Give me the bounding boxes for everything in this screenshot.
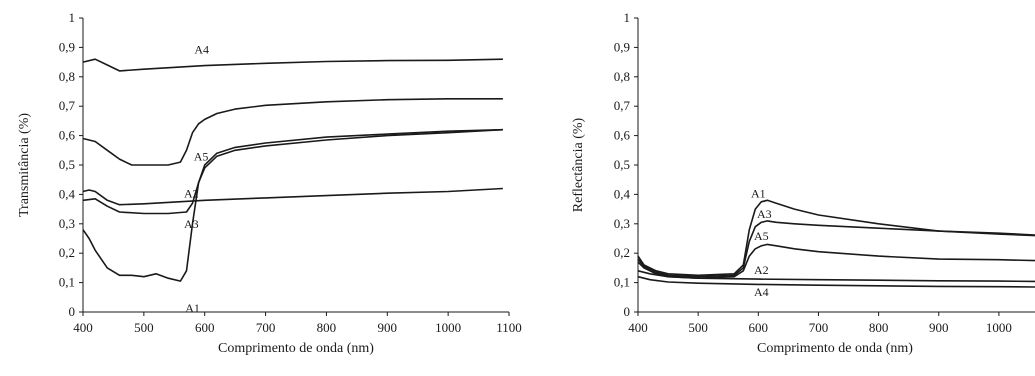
chart2-y-tick-label: 0,1 bbox=[614, 275, 630, 290]
chart1-series-a4 bbox=[82, 58, 503, 72]
chart1-y-tick-label: 1 bbox=[69, 10, 76, 25]
chart2-y-tick-label: 0,8 bbox=[614, 69, 630, 84]
chart1-y-tick-label: 0,1 bbox=[59, 275, 75, 290]
chart2-series-label-a5: A5 bbox=[754, 229, 769, 243]
chart1-y-tick-label: 0,3 bbox=[59, 216, 75, 231]
chart1-x-axis-title: Comprimento de onda (nm) bbox=[218, 341, 374, 356]
chart1-y-axis-title: Transmitância (%) bbox=[17, 113, 32, 217]
chart1-y-tick-label: 0,8 bbox=[59, 69, 75, 84]
chart1-y-tick-label: 0,5 bbox=[59, 157, 75, 172]
chart2-y-tick-label: 0,5 bbox=[614, 157, 630, 172]
chart1-panel: 0 0,1 0,2 0,3 0,4 0,5 0,6 0,7 0,8 0,9 1 400 500 600 70… bbox=[17, 10, 522, 356]
chart1-y-tick-label: 0,7 bbox=[59, 98, 76, 113]
chart2-series-label-a1: A1 bbox=[751, 186, 766, 200]
chart2-x-tick-label: 500 bbox=[688, 320, 708, 335]
chart1-x-tick-label: 800 bbox=[317, 320, 337, 335]
chart2-y-tick-label: 0,6 bbox=[614, 128, 631, 143]
chart1-series-label-a5: A5 bbox=[194, 150, 209, 164]
chart2-x-tick-label: 600 bbox=[749, 320, 769, 335]
chart2-y-tick-label: 1 bbox=[624, 10, 631, 25]
chart1-series-a5 bbox=[82, 98, 503, 166]
chart1-series-a2 bbox=[82, 187, 503, 206]
chart2-series-a1 bbox=[637, 199, 1035, 277]
chart2-y-tick-label: 0 bbox=[624, 304, 631, 319]
chart2-y-tick-label: 0,7 bbox=[614, 98, 631, 113]
chart2-x-axis-title: Comprimento de onda (nm) bbox=[757, 341, 913, 356]
chart1-series-label-a3: A3 bbox=[184, 217, 199, 231]
chart2-series-label-a4: A4 bbox=[754, 285, 769, 299]
chart1-y-tick-label: 0,9 bbox=[59, 39, 75, 54]
chart1-x-tick-label: 400 bbox=[73, 320, 93, 335]
chart1-series-label-a1: A1 bbox=[185, 301, 200, 315]
chart1-y-tick-label: 0,4 bbox=[59, 186, 76, 201]
chart1-x-tick-label: 900 bbox=[378, 320, 398, 335]
chart1-y-tick-label: 0,6 bbox=[59, 128, 76, 143]
chart1-x-tick-label: 600 bbox=[195, 320, 215, 335]
chart2-series-a4 bbox=[637, 275, 1035, 288]
chart1-y-tick-label: 0,2 bbox=[59, 245, 75, 260]
chart2-y-tick-label: 0,9 bbox=[614, 39, 630, 54]
chart2-x-tick-label: 700 bbox=[809, 320, 829, 335]
chart1-x-tick-label: 1100 bbox=[496, 320, 522, 335]
chart1-x-tick-label: 500 bbox=[134, 320, 154, 335]
chart1-x-tick-label: 1000 bbox=[435, 320, 461, 335]
chart1-series-a1 bbox=[82, 128, 503, 282]
chart2-y-tick-label: 0,3 bbox=[614, 216, 630, 231]
chart1-y-tick-label: 0 bbox=[69, 304, 76, 319]
chart2-x-tick-label: 900 bbox=[929, 320, 949, 335]
chart2-x-tick-label: 1000 bbox=[986, 320, 1012, 335]
chart2-y-axis-title: Reflectância (%) bbox=[571, 117, 586, 212]
chart2-series-a5 bbox=[637, 243, 1035, 280]
chart1-x-tick-label: 700 bbox=[256, 320, 276, 335]
chart2-series-a3 bbox=[637, 220, 1035, 278]
chart2-series-a2 bbox=[637, 270, 1035, 283]
chart2-series-label-a2: A2 bbox=[754, 263, 769, 277]
chart2-y-tick-label: 0,4 bbox=[614, 186, 631, 201]
chart2-series-label-a3: A3 bbox=[757, 207, 772, 221]
chart2-y-tick-label: 0,2 bbox=[614, 245, 630, 260]
chart2-x-tick-label: 800 bbox=[869, 320, 889, 335]
chart2-x-tick-label: 400 bbox=[628, 320, 648, 335]
chart2-panel: 0 0,1 0,2 0,3 0,4 0,5 0,6 0,7 0,8 0,9 1 400 500 600 70… bbox=[571, 10, 1035, 356]
chart1-series-a3 bbox=[82, 128, 503, 215]
chart1-series-label-a4: A4 bbox=[194, 42, 209, 56]
